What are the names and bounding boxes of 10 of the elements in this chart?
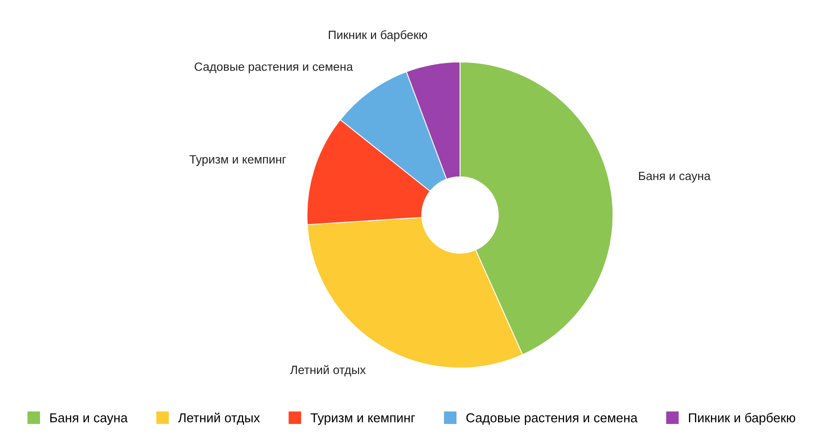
slice-label: Пикник и барбекю <box>328 30 428 42</box>
legend-label: Летний отдых <box>178 412 260 425</box>
slice-label: Баня и сауна <box>639 172 711 183</box>
legend-label: Баня и сауна <box>50 413 128 425</box>
legend-label: Садовые растения и семена <box>466 413 638 425</box>
slice-label: Летний отдых <box>290 365 366 376</box>
slice-label: Садовые растения и семена <box>194 62 353 74</box>
legend-label: Пикник и барбекю <box>688 412 796 425</box>
slice-label: Туризм и кемпинг <box>190 155 286 166</box>
legend-label: Туризм и кемпинг <box>310 413 415 425</box>
